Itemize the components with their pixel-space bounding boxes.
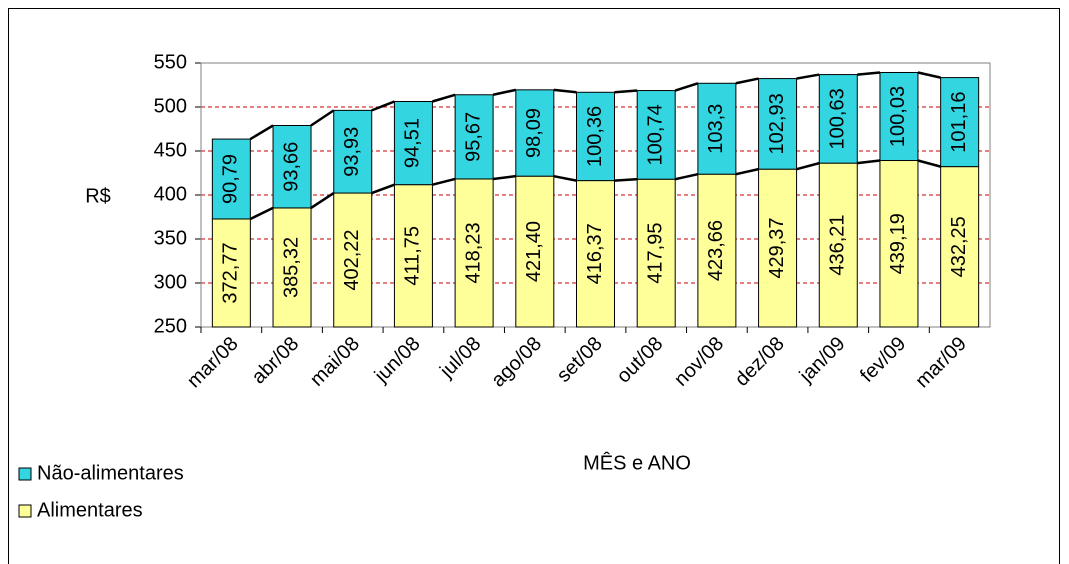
series-line xyxy=(553,174,577,182)
series-line xyxy=(917,71,941,79)
y-tick-label: 550 xyxy=(154,51,187,73)
bar-segment xyxy=(333,192,373,328)
data-label: 103,3 xyxy=(705,104,727,154)
data-label: 100,63 xyxy=(827,88,849,149)
bar-segment xyxy=(576,91,615,182)
bar-segment xyxy=(272,207,312,328)
bar-segment xyxy=(758,78,798,170)
data-label: 429,37 xyxy=(766,217,788,278)
data-label: 101,16 xyxy=(948,92,970,153)
y-tick-label: 400 xyxy=(154,183,187,205)
y-tick-label: 500 xyxy=(154,95,187,117)
series-line xyxy=(674,172,699,181)
bar-segment xyxy=(393,184,433,328)
data-label: 385,32 xyxy=(280,237,302,298)
data-label: 102,93 xyxy=(766,93,788,154)
data-label: 436,21 xyxy=(827,214,849,275)
legend-swatch xyxy=(18,467,32,481)
bar-segment xyxy=(333,109,373,194)
bar-segment xyxy=(879,160,919,328)
data-label: 421,40 xyxy=(523,221,545,282)
series-line xyxy=(796,161,820,171)
bar-segment xyxy=(211,138,251,220)
data-label: 98,09 xyxy=(523,108,545,158)
data-label: 93,66 xyxy=(280,142,302,192)
data-label: 418,23 xyxy=(462,222,484,283)
y-tick-label: 250 xyxy=(154,315,187,337)
series-line xyxy=(614,89,638,94)
data-label: 100,36 xyxy=(584,106,606,167)
series-line xyxy=(310,109,335,127)
data-label: 423,66 xyxy=(705,220,727,281)
series-line xyxy=(432,177,456,186)
series-line xyxy=(371,183,395,195)
bar-segment xyxy=(454,94,494,180)
legend-label: Alimentares xyxy=(37,499,143,521)
bar-segment xyxy=(758,168,798,328)
data-label: 417,95 xyxy=(644,223,666,284)
data-label: 94,51 xyxy=(402,118,424,168)
series-line xyxy=(857,71,881,76)
data-label: 372,77 xyxy=(220,242,242,303)
series-line xyxy=(492,174,516,181)
series-line xyxy=(735,77,759,85)
data-label: 90,79 xyxy=(220,154,242,204)
data-label: 432,25 xyxy=(948,216,970,277)
bar-segment xyxy=(393,100,433,186)
y-tick-label: 450 xyxy=(154,139,187,161)
bar-segment xyxy=(818,162,858,328)
bar-segment xyxy=(515,89,555,177)
y-axis-label: R$ xyxy=(85,185,111,207)
legend-swatch xyxy=(18,504,32,518)
data-label: 416,37 xyxy=(584,223,606,284)
y-tick-label: 300 xyxy=(154,271,187,293)
bar-segment xyxy=(818,74,858,164)
y-tick-label: 350 xyxy=(154,227,187,249)
series-line xyxy=(249,206,274,221)
data-label: 93,93 xyxy=(341,127,363,177)
series-line xyxy=(674,82,699,92)
series-line xyxy=(310,192,335,209)
bar-segment xyxy=(211,218,251,328)
data-label: 95,67 xyxy=(462,112,484,162)
series-line xyxy=(553,88,577,94)
data-label: 439,19 xyxy=(887,213,909,274)
bar-segment xyxy=(879,71,919,162)
legend-label: Não-alimentares xyxy=(37,462,184,484)
bar-segment xyxy=(636,178,676,328)
series-line xyxy=(614,177,638,182)
series-line xyxy=(796,73,820,80)
bar-segment xyxy=(940,77,980,168)
bar-segment xyxy=(636,90,676,180)
bar-segment xyxy=(272,124,312,209)
series-line xyxy=(249,124,274,141)
series-line xyxy=(432,93,456,103)
x-axis-label: MÊS e ANO xyxy=(583,451,691,474)
bar-segment xyxy=(697,173,737,328)
bar-segment xyxy=(515,175,555,328)
series-line xyxy=(492,88,517,96)
series-line xyxy=(917,159,941,168)
data-label: 411,75 xyxy=(402,226,424,286)
series-line xyxy=(857,159,881,165)
series-line xyxy=(735,167,759,176)
data-label: 402,22 xyxy=(341,229,363,290)
data-label: 100,03 xyxy=(887,86,909,147)
bar-segment xyxy=(697,82,737,175)
data-label: 100,74 xyxy=(644,104,666,165)
bar-segment xyxy=(454,178,494,328)
series-line xyxy=(371,100,395,112)
bar-segment xyxy=(576,180,615,328)
